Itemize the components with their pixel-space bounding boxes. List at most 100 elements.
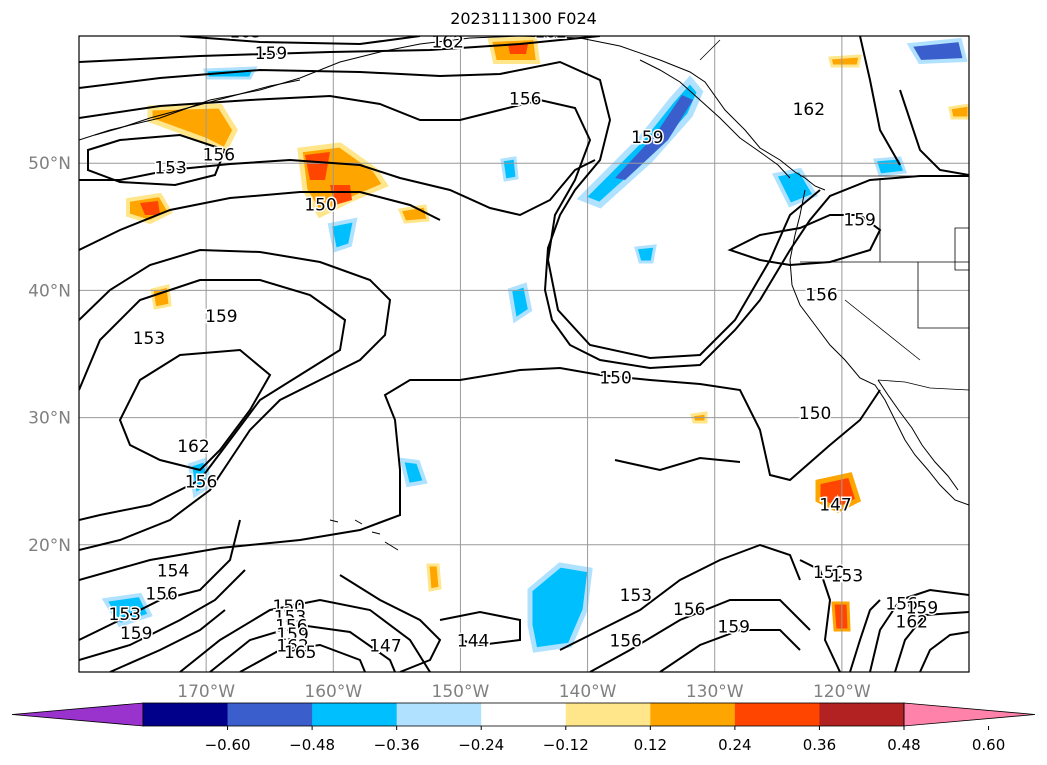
patch-neg-4: [101, 592, 153, 628]
contour-value-label: 154: [157, 562, 189, 582]
longitude-tick-label: 160°W: [304, 682, 362, 702]
patch-pos-2: [147, 103, 238, 154]
map-area: 1651621621591561621591561531501591561591…: [79, 22, 969, 672]
contour-value-label: 162: [793, 100, 825, 120]
latitude-labels: 50°N 40°N 30°N 20°N: [28, 154, 71, 556]
contour-value-label: 156: [805, 286, 837, 306]
bc-coast: [639, 59, 791, 179]
colorbar-segment: [312, 703, 398, 726]
longitude-tick-label: 120°W: [813, 682, 871, 702]
colorbar-tick-label: −0.12: [543, 736, 589, 754]
contour-value-label: 144: [457, 632, 489, 652]
contour-159-east: [894, 611, 969, 672]
contour-value-label: 165: [229, 22, 261, 42]
colorbar-segment: [396, 703, 482, 726]
contour-162-mid: [118, 348, 272, 472]
contour-value-label: 150: [304, 195, 336, 215]
colorbar-tick-label: −0.24: [458, 736, 504, 754]
contour-value-label: 162: [177, 437, 209, 457]
contour-value-label: 159: [276, 625, 308, 645]
contour-150-main: [79, 366, 881, 581]
contour-deep-low: [179, 598, 431, 672]
contour-value-label: 156: [509, 90, 541, 110]
hawaii-islands: [329, 519, 399, 551]
contour-153-north: [79, 158, 596, 217]
contour-156-south: [589, 599, 811, 672]
colorbar-tick-label: −0.60: [205, 736, 251, 754]
colorbar-segment: [227, 703, 313, 726]
contour-value-label: 159: [205, 307, 237, 327]
longitude-tick-label: 150°W: [432, 682, 490, 702]
coastlines: [79, 36, 969, 551]
contour-value-label: 153: [133, 329, 165, 349]
contour-value-label: 165: [284, 643, 316, 663]
latitude-tick-label: 20°N: [28, 536, 71, 556]
contour-147-south: [339, 574, 442, 672]
contour-value-label: 162: [276, 637, 308, 657]
contour-value-label: 153: [154, 158, 186, 178]
map-frame: [78, 35, 970, 673]
contour-value-label: 156: [609, 632, 641, 652]
contour-sw-2: [79, 569, 246, 661]
contour-value-label: 156: [673, 600, 705, 620]
contour-value-label: 147: [819, 495, 851, 515]
contour-156-mid: [79, 279, 347, 521]
colorbar-tick-label: 0.48: [887, 736, 920, 754]
colorbar-segment: [143, 703, 229, 726]
contour-165: [179, 36, 421, 46]
aleutian-islands: [94, 79, 301, 136]
latitude-tick-label: 40°N: [28, 281, 71, 301]
patch-neg-1: [527, 562, 593, 653]
contour-value-label: 153: [109, 605, 141, 625]
colorbar-segment: [481, 703, 567, 726]
patch-neg-5: [399, 457, 428, 488]
contour-value-label: 162: [896, 612, 928, 632]
longitude-tick-label: 130°W: [686, 682, 744, 702]
colorbar-segment: [650, 703, 736, 726]
colorbar-tick-label: 0.24: [718, 736, 751, 754]
contour-156-east: [869, 588, 969, 672]
contour-far-east: [899, 89, 969, 176]
colorbar-segment: [819, 703, 905, 726]
jet-blue-band: [576, 75, 704, 209]
colorbar-segment: [734, 703, 820, 726]
contour-value-label: 150: [813, 563, 845, 583]
colorbar-tick-label: 0.36: [803, 736, 836, 754]
colorbar-extend-max: [903, 702, 1036, 727]
colorbar-extend-min: [11, 702, 144, 727]
patch-pos-7: [150, 284, 172, 310]
contour-159-mid: [79, 248, 392, 551]
contour-value-label: 156: [885, 595, 917, 615]
contour-value-label: 159: [718, 618, 750, 638]
colorbar-tick-label: −0.48: [289, 736, 335, 754]
contour-150-north: [79, 191, 441, 251]
contour-144-south: [439, 610, 521, 647]
colorbar-tick-label: 0.60: [972, 736, 1005, 754]
contour-value-label: 150: [273, 597, 305, 617]
contour-value-label: 153: [831, 567, 863, 587]
contour-value-label: 153: [620, 586, 652, 606]
patch-neg-8: [906, 37, 968, 65]
contour-value-label: 156: [185, 473, 217, 493]
patch-pos-11: [948, 103, 969, 120]
us-west-coast: [789, 189, 969, 506]
patch-neg-2: [507, 282, 533, 324]
contour-deep-low-2: [209, 623, 396, 672]
patch-pos-8: [426, 563, 442, 592]
longitude-labels: 170°W 160°W 150°W 140°W 130°W 120°W: [177, 682, 871, 702]
contour-value-label: 159: [255, 44, 287, 64]
contour-159-south: [659, 629, 801, 672]
contour-wiggle: [614, 456, 741, 472]
latitude-tick-label: 30°N: [28, 409, 71, 429]
colorbar-frame: [142, 702, 905, 727]
contour-value-label: 156: [145, 584, 177, 604]
patch-pos-4-core: [508, 44, 528, 54]
contour-150-east: [799, 559, 841, 672]
contour-value-label: 162: [431, 32, 463, 52]
patch-neg-10: [872, 156, 908, 177]
contour-value-label: 156: [203, 146, 235, 166]
baja-california: [877, 379, 959, 491]
contour-value-label: 153: [274, 607, 306, 627]
colorbar-tick-label: −0.36: [374, 736, 420, 754]
shaded-anomalies: [101, 36, 969, 653]
